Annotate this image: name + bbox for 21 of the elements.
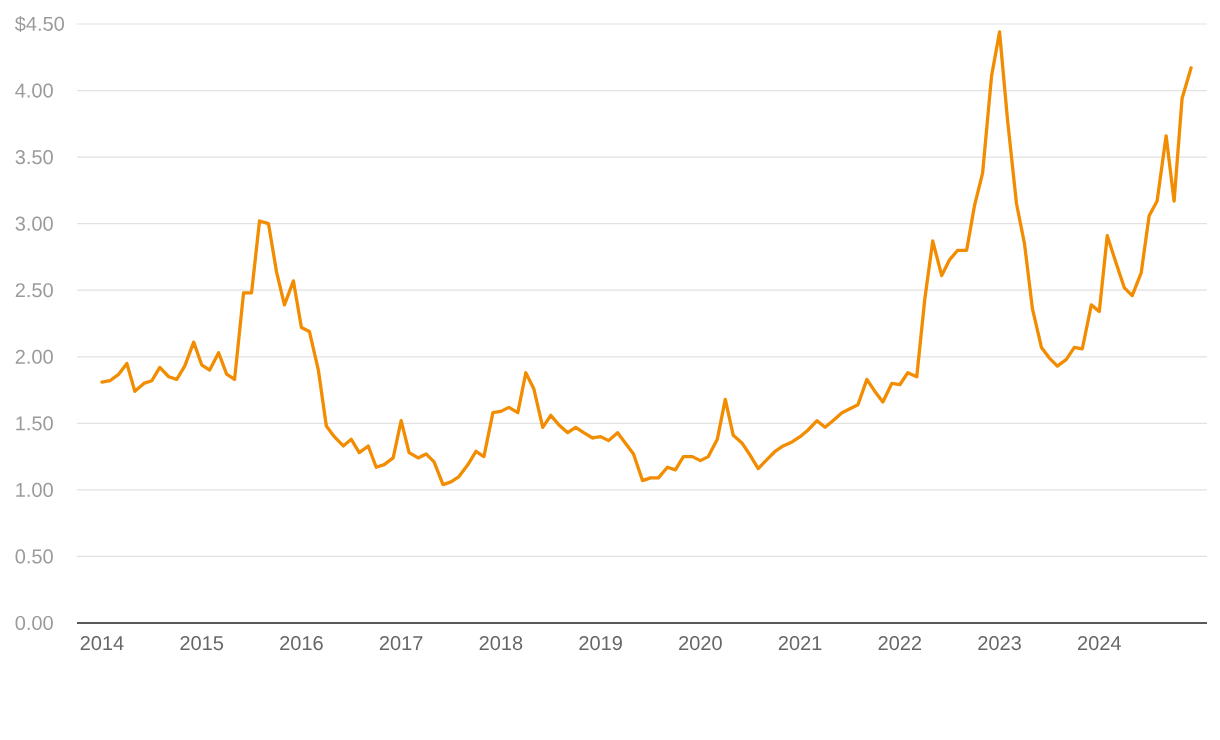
- x-tick-label: 2020: [679, 636, 722, 651]
- x-tick-label: 2021: [778, 636, 822, 651]
- x-tick-label: 2016: [280, 636, 323, 651]
- x-tick-label: 2023: [978, 636, 1021, 651]
- y-tick-label: 0.00: [15, 615, 53, 631]
- y-tick-label: 0.50: [15, 549, 53, 564]
- x-tick-label: 2015: [180, 636, 224, 651]
- y-tick-label: 1.50: [16, 416, 53, 431]
- y-tick-label: 2.50: [15, 283, 53, 298]
- y-tick-label: 3.50: [15, 150, 53, 165]
- x-tick-label: 2024: [1078, 636, 1121, 651]
- y-tick-label: $4.50: [14, 15, 64, 33]
- x-tick-label: 2014: [80, 636, 124, 651]
- x-tick-label: 2018: [479, 636, 523, 651]
- y-tick-label: 4.00: [15, 83, 53, 98]
- x-tick-label: 2022: [878, 636, 922, 651]
- y-tick-label: 2.00: [15, 349, 53, 364]
- y-tick-label: 1.00: [16, 482, 53, 497]
- x-tick-label: 2017: [379, 636, 423, 651]
- x-tick-label: 2019: [579, 636, 622, 651]
- y-tick-label: 3.00: [15, 216, 53, 231]
